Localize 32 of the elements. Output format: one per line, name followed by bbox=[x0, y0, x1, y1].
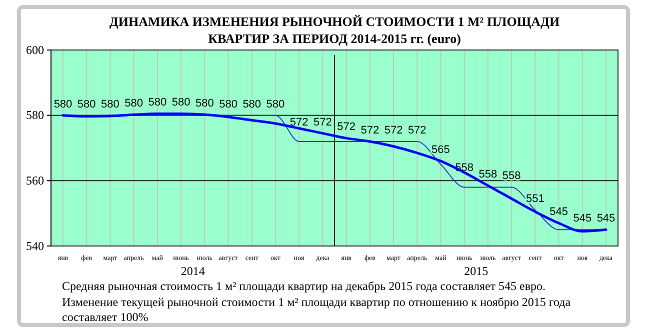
data-label: 580 bbox=[54, 98, 72, 110]
data-label: 545 bbox=[596, 212, 616, 225]
data-label: 572 bbox=[408, 124, 426, 136]
data-label: 572 bbox=[360, 124, 380, 136]
data-label: 580 bbox=[266, 98, 285, 110]
data-label: 572 bbox=[290, 116, 308, 128]
data-label: 572 bbox=[384, 124, 403, 136]
data-label: 580 bbox=[219, 98, 238, 110]
data-label: 545 bbox=[550, 206, 568, 218]
data-label: 580 bbox=[124, 98, 144, 110]
data-label: 580 bbox=[172, 96, 190, 109]
data-label: 545 bbox=[573, 212, 592, 225]
data-label: 565 bbox=[432, 144, 450, 156]
text: 2014 bbox=[180, 264, 205, 278]
data-label: 572 bbox=[337, 121, 356, 134]
y-tick-label: 560 bbox=[26, 174, 44, 188]
text: Средняя рыночная стоимость 1 м² площади квартир на декабрь 2015 года составляет 545 евро. bbox=[62, 279, 546, 293]
chart-title: ДИНАМИКА ИЗМЕНЕНИЯ РЫНОЧНОЙ СТОИМОСТИ 1 М² ПЛОЩАДИ КВАРТИР ЗА ПЕРИОД 2014-2015 гг. (euro) bbox=[109, 14, 560, 46]
data-label: 580 bbox=[77, 98, 96, 110]
data-label: 580 bbox=[148, 96, 167, 109]
y-tick-label: 580 bbox=[26, 108, 44, 122]
data-label: 558 bbox=[478, 168, 498, 181]
y-tick-label: 540 bbox=[26, 238, 44, 253]
data-label: 551 bbox=[526, 193, 544, 206]
data-label: 580 bbox=[101, 98, 120, 110]
text: 2015 bbox=[464, 264, 488, 278]
text: Изменение текущей рыночной стоимости 1 м² площади квартир по отношению к ноябрю 2015 года составляет 100% bbox=[62, 295, 572, 324]
y-tick-label: 600 bbox=[26, 42, 44, 57]
data-label: 580 bbox=[195, 98, 214, 110]
data-label: 580 bbox=[242, 98, 262, 110]
data-label: 572 bbox=[314, 116, 332, 128]
data-label: 558 bbox=[502, 170, 521, 182]
